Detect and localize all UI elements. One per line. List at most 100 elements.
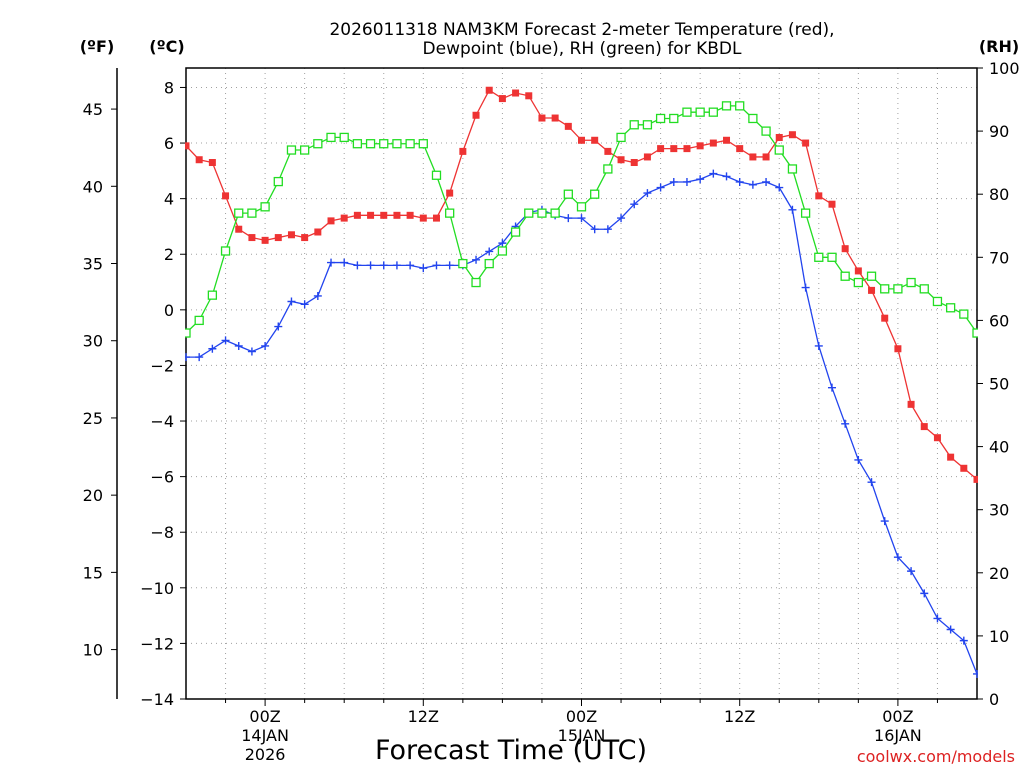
temperature-point — [432, 214, 440, 222]
rh-point — [721, 101, 732, 111]
rh-point — [497, 246, 508, 256]
dewpoint-point — [656, 183, 665, 192]
dewpoint-point — [814, 341, 823, 350]
rh-point — [379, 139, 389, 149]
rh-point — [761, 126, 771, 136]
rh-point — [800, 208, 811, 218]
rh-point — [853, 277, 863, 288]
dewpoint-point — [195, 353, 204, 362]
temperature-point — [987, 479, 994, 486]
dewpoint-point — [432, 261, 441, 270]
rh-point — [590, 189, 600, 199]
rh-point — [616, 132, 626, 143]
grid-lines — [186, 68, 977, 699]
celsius-tick-label: 8 — [164, 78, 174, 97]
temperature-point — [261, 236, 269, 244]
temperature-point — [287, 231, 295, 239]
temperature-point — [709, 139, 717, 147]
fahrenheit-axis-unit: (ºF) — [80, 37, 115, 56]
rh-point — [603, 164, 613, 174]
celsius-tick-label: 2 — [164, 245, 174, 264]
temperature-point — [788, 131, 796, 139]
time-tick-label: 00Z — [882, 707, 913, 726]
dewpoint-point — [801, 283, 810, 292]
fahrenheit-tick-label: 15 — [83, 563, 103, 582]
rh-point — [458, 258, 468, 269]
rh-tick-label: 0 — [989, 690, 999, 709]
temperature-point — [960, 464, 968, 472]
rh-tick-label: 50 — [989, 375, 1009, 394]
temperature-point — [723, 136, 731, 144]
rh-point — [787, 164, 798, 174]
fahrenheit-tick-label: 10 — [83, 641, 103, 660]
rh-point — [365, 139, 376, 149]
temperature-point — [749, 153, 757, 161]
rh-point — [299, 145, 310, 155]
rh-series — [185, 101, 978, 338]
temperature-point — [185, 142, 190, 150]
rh-tick-label: 90 — [989, 122, 1009, 141]
rh-point — [735, 101, 745, 111]
dewpoint-point — [208, 344, 217, 353]
temperature-point — [802, 139, 810, 147]
time-tick-label: 00Z — [249, 707, 280, 726]
dewpoint-point — [327, 258, 336, 267]
rh-point — [972, 328, 978, 338]
celsius-tick-label: −14 — [140, 690, 174, 709]
rh-point — [906, 277, 916, 288]
dewpoint-point — [419, 264, 428, 273]
chart-title: 2026011318 NAM3KM Forecast 2-meter Tempe… — [329, 20, 834, 59]
temperature-point — [854, 267, 862, 275]
temperature-point — [195, 156, 203, 164]
dewpoint-point — [867, 478, 876, 487]
temperature-point — [380, 211, 388, 219]
fahrenheit-tick-label: 35 — [83, 255, 103, 274]
temperature-point — [696, 142, 704, 150]
dewpoint-point — [353, 261, 362, 270]
dewpoint-point — [841, 419, 850, 428]
temperature-point — [578, 136, 585, 144]
temperature-point — [498, 95, 506, 103]
rh-point — [642, 120, 653, 130]
celsius-tick-label: −12 — [140, 634, 174, 653]
chart-title-line-2: Dewpoint (blue), RH (green) for KBDL — [423, 39, 742, 59]
temperature-point — [564, 122, 572, 130]
rh-point — [682, 107, 692, 117]
chart-title-line-1: 2026011318 NAM3KM Forecast 2-meter Tempe… — [329, 20, 834, 40]
rh-point — [695, 107, 705, 117]
rh-point — [471, 277, 481, 288]
dewpoint-point — [392, 261, 401, 270]
x-axis-title: Forecast Time (UTC) — [375, 735, 647, 766]
dewpoint-point — [788, 205, 797, 214]
dewpoint-point — [472, 255, 481, 264]
rh-point — [919, 284, 929, 294]
dewpoint-point — [696, 175, 705, 184]
dewpoint-point — [775, 183, 784, 192]
celsius-axis: 8 6 4 2 0 −2 −4 −6 −8 −10 −12 −14 — [140, 78, 186, 709]
temperature-point — [208, 159, 216, 167]
rh-point — [563, 189, 573, 199]
temperature-point — [222, 192, 230, 200]
credit-text: coolwx.com/models — [857, 747, 1015, 766]
rh-point — [405, 139, 415, 149]
dewpoint-point — [722, 172, 731, 181]
temperature-point — [446, 189, 454, 197]
dewpoint-point — [234, 341, 243, 350]
dewpoint-point — [366, 261, 375, 270]
celsius-tick-label: −10 — [140, 579, 174, 598]
temperature-point — [907, 400, 915, 408]
data-series — [185, 86, 994, 678]
dewpoint-point — [643, 189, 652, 198]
temperature-point — [340, 214, 348, 222]
rh-point — [207, 290, 218, 300]
celsius-tick-label: −6 — [150, 468, 174, 487]
temperature-point — [947, 453, 955, 461]
temperature-point — [591, 136, 599, 144]
temperature-point — [604, 147, 612, 155]
rh-point — [550, 208, 560, 218]
rh-point — [945, 303, 956, 313]
dewpoint-point — [485, 247, 494, 256]
celsius-tick-label: 0 — [164, 301, 174, 320]
rh-tick-label: 30 — [989, 501, 1009, 520]
